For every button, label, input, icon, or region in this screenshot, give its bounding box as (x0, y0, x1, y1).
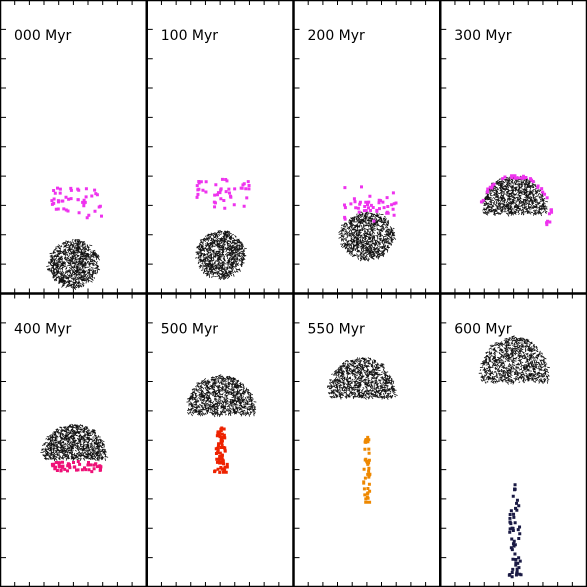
panel: 000 Myr (0, 0, 147, 294)
particles (195, 177, 251, 210)
panel: 300 Myr (440, 0, 587, 294)
tick-marks (293, 293, 427, 587)
particles (50, 186, 103, 220)
particles (362, 435, 372, 504)
gas-cloud (40, 423, 109, 462)
panel: 600 Myr (440, 293, 587, 587)
panel-label: 300 Myr (454, 28, 512, 44)
panel: 400 Myr (0, 293, 147, 587)
tick-marks (0, 0, 133, 294)
panel: 500 Myr (146, 293, 294, 587)
tick-marks (146, 0, 280, 294)
panel: 550 Myr (293, 293, 441, 587)
panel-label: 400 Myr (14, 322, 72, 338)
gas-cloud (195, 229, 247, 281)
panel-label: 100 Myr (161, 28, 219, 44)
tick-marks (440, 293, 573, 587)
particles (50, 460, 103, 474)
particles (343, 185, 398, 223)
gas-cloud (338, 211, 397, 262)
panel: 200 Myr (293, 0, 441, 294)
gas-cloud (326, 357, 398, 400)
panel-label: 500 Myr (161, 322, 219, 338)
gas-cloud (481, 174, 549, 217)
panel-frame (0, 0, 147, 294)
particles (507, 483, 523, 579)
panel: 100 Myr (146, 0, 294, 294)
tick-marks (293, 0, 427, 294)
panel-frame (440, 0, 587, 294)
tick-marks (146, 293, 280, 587)
panel-label: 000 Myr (14, 28, 72, 44)
gas-cloud (478, 335, 550, 385)
panel-label: 600 Myr (454, 322, 512, 338)
gas-cloud (46, 238, 101, 290)
panel-label: 200 Myr (308, 28, 366, 44)
panel-label: 550 Myr (308, 322, 366, 338)
particles (213, 426, 229, 474)
gas-cloud (186, 374, 257, 418)
tick-marks (440, 0, 573, 294)
tick-marks (0, 293, 133, 587)
